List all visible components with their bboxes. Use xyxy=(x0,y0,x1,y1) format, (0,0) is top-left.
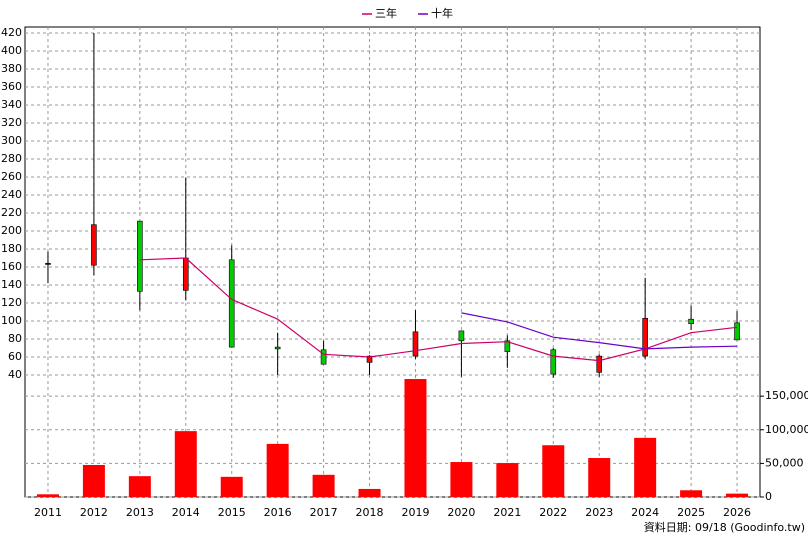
x-tick-label: 2024 xyxy=(631,506,659,519)
volume-bar xyxy=(174,431,197,497)
volume-bar xyxy=(542,445,565,497)
y-tick-label: 40 xyxy=(8,368,22,381)
x-tick-label: 2011 xyxy=(34,506,62,519)
x-tick-label: 2017 xyxy=(310,506,338,519)
candle-body xyxy=(642,317,648,357)
x-tick-label: 2021 xyxy=(493,506,521,519)
y-tick-label: 100 xyxy=(1,314,22,327)
y-tick-label: 260 xyxy=(1,170,22,183)
y-tick-label: 80 xyxy=(8,332,22,345)
x-tick-label: 2013 xyxy=(126,506,154,519)
volume-bar xyxy=(450,462,473,497)
y-tick-label: 180 xyxy=(1,242,22,255)
legend-label: 三年 xyxy=(375,6,397,20)
y2-tick-label: 150,000 xyxy=(765,389,808,402)
volume-bar xyxy=(358,488,381,497)
y-tick-label: 320 xyxy=(1,116,22,129)
plot-frame xyxy=(24,26,761,498)
volume-bar xyxy=(726,493,749,497)
volume-bar xyxy=(266,443,289,497)
volume-bar xyxy=(220,476,243,497)
y-tick-label: 240 xyxy=(1,188,22,201)
y2-tick-label: 100,000 xyxy=(765,423,808,436)
volume-bar xyxy=(588,458,611,497)
x-tick-label: 2020 xyxy=(447,506,475,519)
candle-body xyxy=(91,224,97,266)
footer: 資料日期: 09/18 (Goodinfo.tw) xyxy=(644,520,805,534)
volume-bar xyxy=(680,490,703,497)
candle-body xyxy=(182,257,189,291)
y-tick-label: 400 xyxy=(1,44,22,57)
y-tick-label: 380 xyxy=(1,62,22,75)
y-tick-label: 300 xyxy=(1,134,22,147)
candle-body xyxy=(596,355,603,373)
volume-bar xyxy=(404,379,427,497)
volume-bar xyxy=(82,465,105,497)
x-tick-label: 2019 xyxy=(401,506,429,519)
candle-body xyxy=(45,263,51,265)
y-tick-label: 360 xyxy=(1,80,22,93)
y-tick-label: 280 xyxy=(1,152,22,165)
legend-label: 十年 xyxy=(431,6,453,20)
volume-bar xyxy=(312,474,335,497)
candle-body xyxy=(228,259,235,348)
x-tick-label: 2025 xyxy=(677,506,705,519)
candle-body xyxy=(734,322,740,341)
y-tick-label: 160 xyxy=(1,260,22,273)
candle-body xyxy=(458,330,465,342)
candle-body xyxy=(504,340,511,352)
x-tick-label: 2026 xyxy=(723,506,751,519)
y-tick-label: 120 xyxy=(1,296,22,309)
x-tick-label: 2015 xyxy=(218,506,246,519)
candle-body xyxy=(274,346,281,350)
x-tick-label: 2018 xyxy=(356,506,384,519)
y-tick-label: 60 xyxy=(8,350,22,363)
y-tick-label: 340 xyxy=(1,98,22,111)
y-tick-label: 220 xyxy=(1,206,22,219)
candle-body xyxy=(412,331,419,357)
volume-bar xyxy=(634,437,657,497)
x-tick-label: 2023 xyxy=(585,506,613,519)
candle-body xyxy=(550,349,557,375)
x-tick-label: 2014 xyxy=(172,506,200,519)
volume-bar xyxy=(36,494,59,497)
candle-body xyxy=(688,318,694,325)
y2-tick-label: 50,000 xyxy=(765,456,804,469)
y-tick-label: 140 xyxy=(1,278,22,291)
candle-body xyxy=(137,220,143,292)
y2-tick-label: 0 xyxy=(765,490,772,503)
y-tick-label: 200 xyxy=(1,224,22,237)
ma-line xyxy=(139,257,738,362)
y-tick-label: 420 xyxy=(1,26,22,39)
ma-line xyxy=(461,312,738,350)
candle-body xyxy=(366,355,373,363)
x-tick-label: 2012 xyxy=(80,506,108,519)
volume-bar xyxy=(128,476,151,497)
volume-bar xyxy=(496,463,519,497)
candle-body xyxy=(320,349,327,365)
x-tick-label: 2022 xyxy=(539,506,567,519)
x-tick-label: 2016 xyxy=(264,506,292,519)
